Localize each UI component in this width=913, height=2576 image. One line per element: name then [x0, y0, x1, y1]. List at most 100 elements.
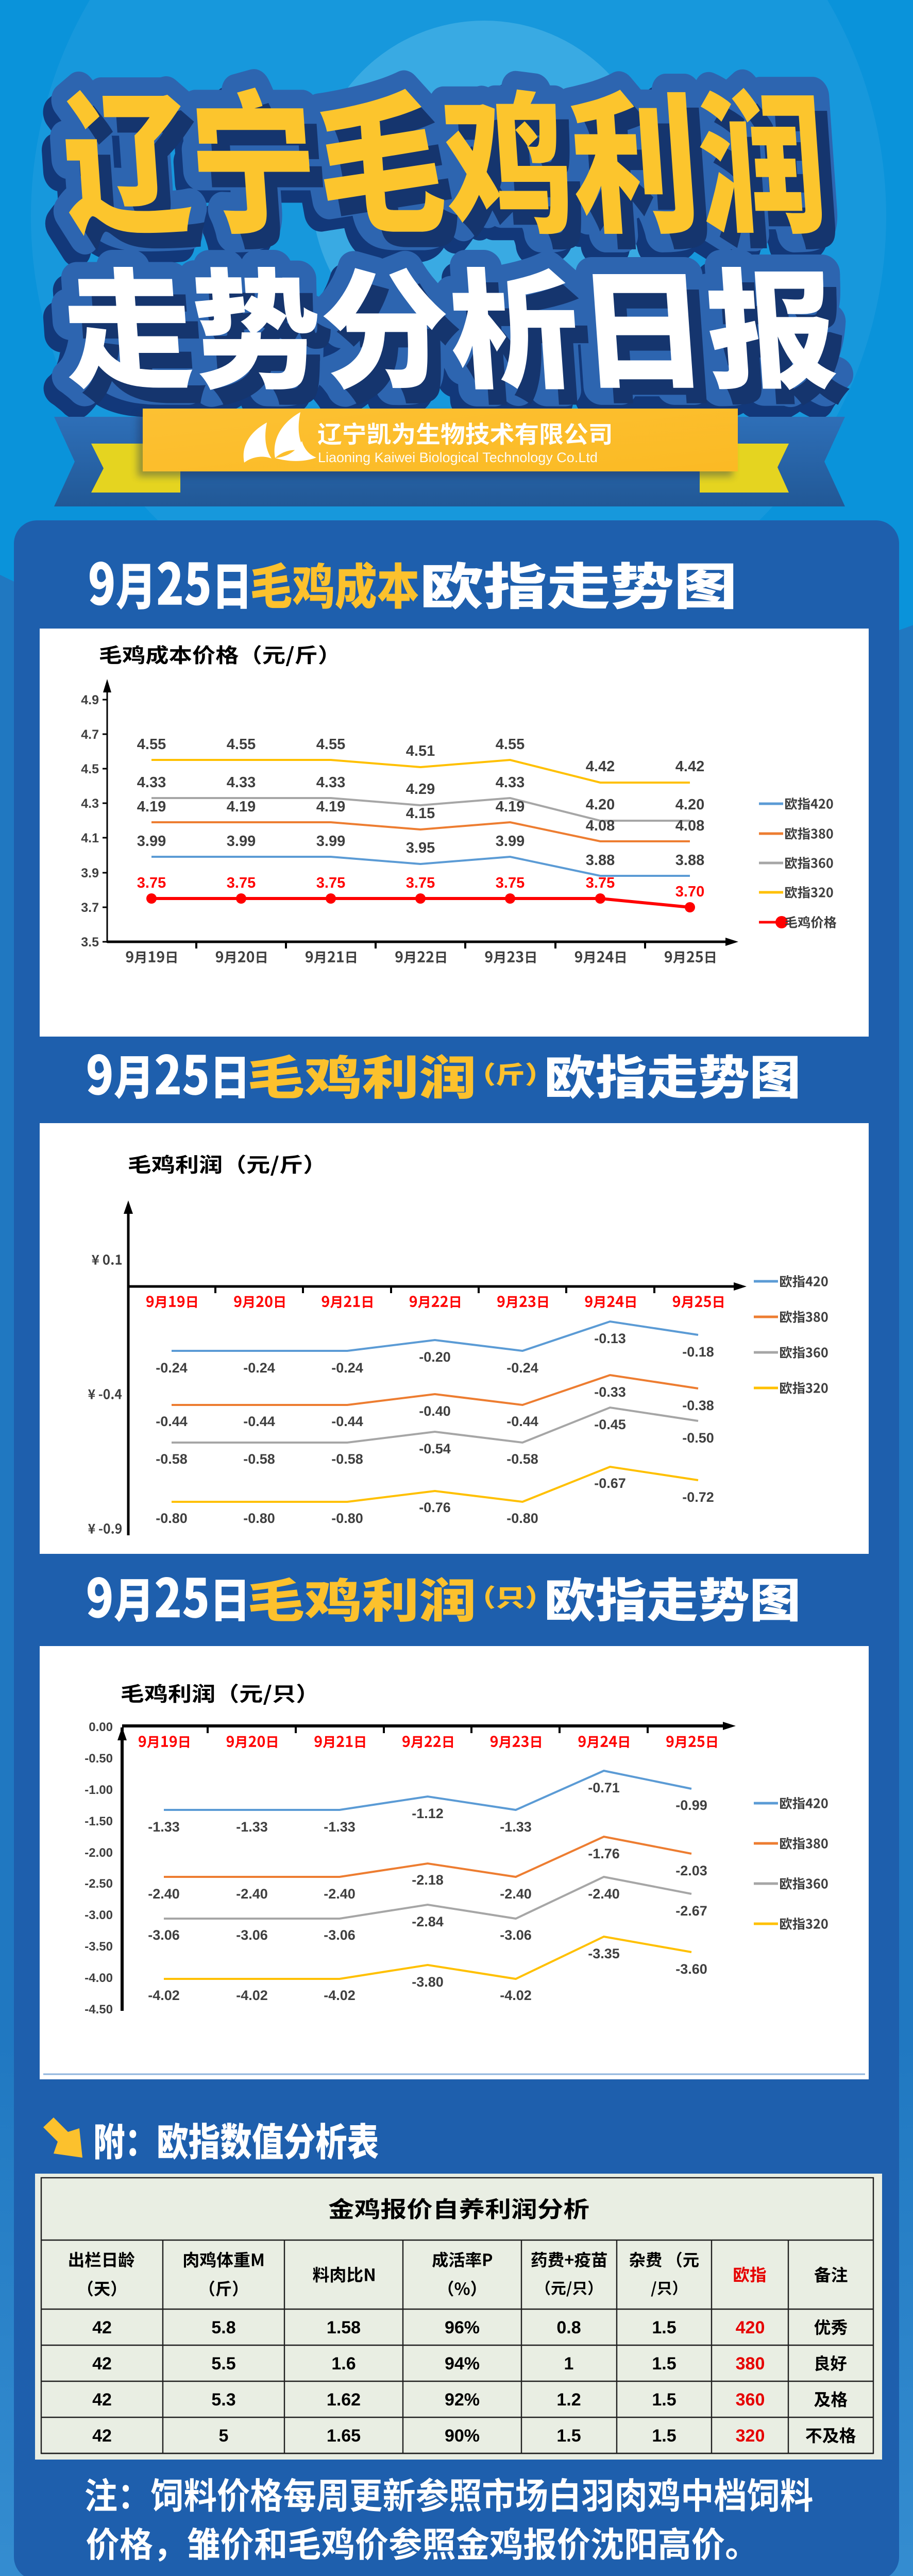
svg-text:42: 42: [92, 2354, 112, 2374]
svg-text:3.95: 3.95: [406, 840, 435, 856]
svg-text:-0.99: -0.99: [675, 1798, 707, 1813]
svg-text:-0.50: -0.50: [84, 1752, 113, 1766]
svg-text:4.42: 4.42: [586, 758, 615, 775]
svg-text:-3.06: -3.06: [148, 1927, 180, 1943]
svg-text:Liaoning Kaiwei Biological Tec: Liaoning Kaiwei Biological Technology Co…: [318, 450, 598, 465]
svg-text:-0.67: -0.67: [594, 1476, 626, 1491]
svg-text:380: 380: [736, 2354, 765, 2374]
svg-text:-0.54: -0.54: [419, 1441, 451, 1456]
svg-text:-0.80: -0.80: [331, 1511, 363, 1526]
svg-text:-2.40: -2.40: [324, 1886, 356, 1902]
svg-text:-0.58: -0.58: [156, 1451, 188, 1467]
svg-text:4.33: 4.33: [227, 774, 256, 791]
svg-text:3.75: 3.75: [137, 875, 166, 891]
svg-text:4.1: 4.1: [81, 831, 99, 845]
svg-text:420: 420: [736, 2318, 765, 2337]
svg-text:3.75: 3.75: [496, 875, 525, 891]
svg-text:4.55: 4.55: [316, 736, 345, 753]
svg-text:-1.33: -1.33: [236, 1819, 268, 1835]
svg-text:-0.80: -0.80: [243, 1511, 275, 1526]
svg-text:96%: 96%: [445, 2318, 480, 2337]
svg-text:3.70: 3.70: [675, 884, 704, 900]
svg-text:-1.33: -1.33: [324, 1819, 356, 1835]
svg-text:3.5: 3.5: [81, 935, 99, 950]
svg-text:4.55: 4.55: [227, 736, 256, 753]
svg-text:4.19: 4.19: [137, 799, 166, 815]
svg-text:-1.12: -1.12: [412, 1806, 444, 1821]
svg-text:4.08: 4.08: [586, 818, 615, 834]
svg-text:-0.40: -0.40: [419, 1403, 451, 1419]
svg-text:-0.72: -0.72: [682, 1489, 714, 1505]
svg-text:1.5: 1.5: [556, 2426, 581, 2446]
svg-text:3.75: 3.75: [406, 875, 435, 891]
svg-text:-0.58: -0.58: [506, 1451, 538, 1467]
svg-text:-0.71: -0.71: [588, 1780, 620, 1795]
svg-text:3.99: 3.99: [496, 833, 525, 850]
svg-text:-4.50: -4.50: [84, 2003, 113, 2016]
svg-text:4.20: 4.20: [586, 796, 615, 813]
svg-text:-0.33: -0.33: [594, 1384, 626, 1400]
svg-text:320: 320: [736, 2426, 765, 2446]
svg-text:-0.24: -0.24: [331, 1360, 363, 1376]
svg-text:-1.33: -1.33: [500, 1819, 532, 1835]
svg-text:-2.40: -2.40: [500, 1886, 532, 1902]
svg-text:92%: 92%: [445, 2390, 480, 2410]
svg-text:42: 42: [92, 2318, 112, 2337]
svg-text:42: 42: [92, 2426, 112, 2446]
svg-text:1.6: 1.6: [331, 2354, 356, 2374]
svg-text:4.15: 4.15: [406, 805, 435, 822]
svg-text:-0.44: -0.44: [243, 1414, 275, 1429]
svg-text:42: 42: [92, 2390, 112, 2410]
svg-text:-0.24: -0.24: [243, 1360, 275, 1376]
svg-text:-0.80: -0.80: [156, 1511, 188, 1526]
svg-text:-3.00: -3.00: [84, 1908, 113, 1922]
svg-text:4.5: 4.5: [81, 762, 99, 776]
svg-text:0.8: 0.8: [556, 2318, 581, 2337]
svg-text:3.88: 3.88: [675, 852, 704, 869]
svg-text:94%: 94%: [445, 2354, 480, 2374]
svg-text:-0.24: -0.24: [156, 1360, 188, 1376]
svg-text:3.7: 3.7: [81, 901, 99, 915]
svg-text:90%: 90%: [445, 2426, 480, 2446]
svg-text:-4.02: -4.02: [500, 1988, 532, 2003]
svg-text:3.99: 3.99: [227, 833, 256, 850]
svg-text:-0.44: -0.44: [156, 1414, 188, 1429]
svg-text:4.08: 4.08: [675, 818, 704, 834]
svg-text:-0.80: -0.80: [506, 1511, 538, 1526]
svg-text:-2.40: -2.40: [236, 1886, 268, 1902]
svg-text:-0.24: -0.24: [506, 1360, 538, 1376]
svg-text:4.33: 4.33: [316, 774, 345, 791]
svg-text:-3.06: -3.06: [236, 1927, 268, 1943]
svg-text:-0.50: -0.50: [682, 1430, 714, 1446]
svg-text:5.3: 5.3: [211, 2390, 235, 2410]
svg-text:1.62: 1.62: [327, 2390, 361, 2410]
svg-text:-2.67: -2.67: [675, 1903, 707, 1919]
svg-text:4.19: 4.19: [496, 799, 525, 815]
svg-text:-4.02: -4.02: [324, 1988, 356, 2003]
svg-text:-0.58: -0.58: [243, 1451, 275, 1467]
svg-text:-3.80: -3.80: [412, 1974, 444, 1990]
svg-text:-0.58: -0.58: [331, 1451, 363, 1467]
svg-text:4.9: 4.9: [81, 693, 99, 707]
svg-text:-2.40: -2.40: [588, 1886, 620, 1902]
svg-text:5.5: 5.5: [211, 2354, 235, 2374]
svg-text:0.00: 0.00: [89, 1720, 113, 1734]
svg-text:-2.03: -2.03: [675, 1863, 707, 1878]
svg-text:-0.44: -0.44: [506, 1414, 538, 1429]
svg-text:4.33: 4.33: [496, 774, 525, 791]
svg-text:-0.76: -0.76: [419, 1500, 451, 1515]
svg-text:-2.50: -2.50: [84, 1877, 113, 1891]
svg-text:-2.84: -2.84: [412, 1914, 444, 1929]
svg-text:3.75: 3.75: [227, 875, 256, 891]
svg-text:-2.40: -2.40: [148, 1886, 180, 1902]
svg-text:-1.33: -1.33: [148, 1819, 180, 1835]
svg-text:1.2: 1.2: [556, 2390, 581, 2410]
svg-text:4.33: 4.33: [137, 774, 166, 791]
svg-text:3.88: 3.88: [586, 852, 615, 869]
svg-text:3.99: 3.99: [316, 833, 345, 850]
svg-text:-1.50: -1.50: [84, 1815, 113, 1828]
svg-text:4.19: 4.19: [316, 799, 345, 815]
svg-text:3.9: 3.9: [81, 866, 99, 880]
svg-text:1.58: 1.58: [327, 2318, 361, 2337]
svg-text:-2.00: -2.00: [84, 1846, 113, 1860]
